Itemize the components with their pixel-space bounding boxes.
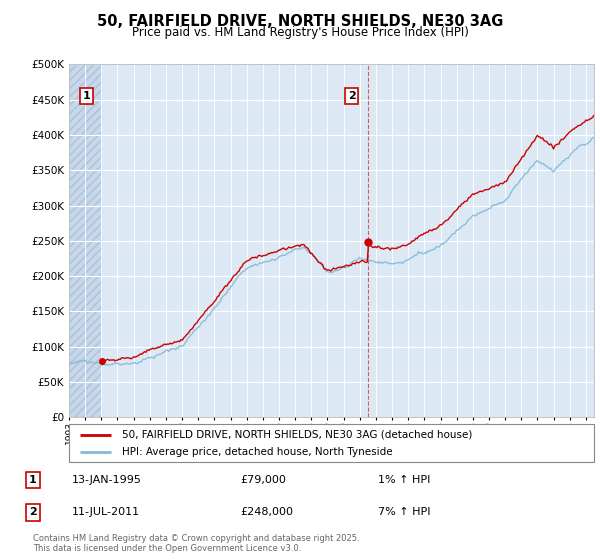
Text: 1: 1 (83, 91, 91, 101)
Text: HPI: Average price, detached house, North Tyneside: HPI: Average price, detached house, Nort… (121, 447, 392, 458)
Text: 13-JAN-1995: 13-JAN-1995 (72, 475, 142, 485)
Text: £79,000: £79,000 (240, 475, 286, 485)
Text: 1: 1 (29, 475, 37, 485)
Text: 50, FAIRFIELD DRIVE, NORTH SHIELDS, NE30 3AG (detached house): 50, FAIRFIELD DRIVE, NORTH SHIELDS, NE30… (121, 430, 472, 440)
Text: 50, FAIRFIELD DRIVE, NORTH SHIELDS, NE30 3AG: 50, FAIRFIELD DRIVE, NORTH SHIELDS, NE30… (97, 14, 503, 29)
Text: Contains HM Land Registry data © Crown copyright and database right 2025.
This d: Contains HM Land Registry data © Crown c… (33, 534, 359, 553)
Text: 7% ↑ HPI: 7% ↑ HPI (378, 507, 431, 517)
Text: 2: 2 (348, 91, 356, 101)
Text: 11-JUL-2011: 11-JUL-2011 (72, 507, 140, 517)
Text: 2: 2 (29, 507, 37, 517)
Text: £248,000: £248,000 (240, 507, 293, 517)
Bar (69, 64, 102, 417)
Text: Price paid vs. HM Land Registry's House Price Index (HPI): Price paid vs. HM Land Registry's House … (131, 26, 469, 39)
Text: 1% ↑ HPI: 1% ↑ HPI (378, 475, 430, 485)
